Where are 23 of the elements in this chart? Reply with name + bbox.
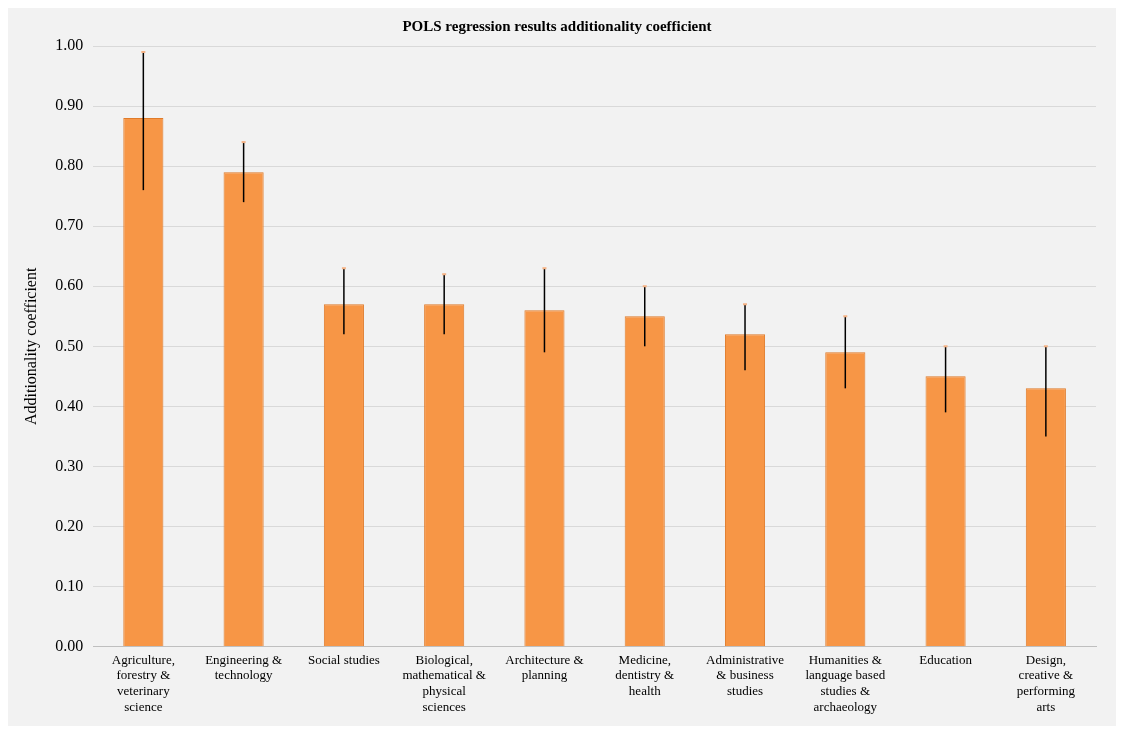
y-tick-label: 0.10 <box>55 576 84 594</box>
x-tick-label: Education <box>919 651 973 667</box>
x-tick-label: Agriculture, forestry & veterinary science <box>111 651 175 714</box>
x-tick-label: Engineering & technology <box>205 651 283 683</box>
y-tick-label: 0.20 <box>55 516 84 534</box>
x-tick-label: Design, creative & performing arts <box>1016 651 1076 714</box>
y-tick-label: 0.40 <box>55 396 84 414</box>
y-tick-label: 0.70 <box>55 216 84 234</box>
x-tick-label: Administrative & business studies <box>706 651 785 699</box>
y-tick-label: 0.00 <box>55 636 84 654</box>
y-tick-label: 0.50 <box>55 336 84 354</box>
x-tick-label: Humanities & language based studies & archaeology <box>805 651 886 714</box>
y-tick-label: 1.00 <box>55 36 84 54</box>
y-tick-label: 0.80 <box>55 156 84 174</box>
x-tick-label: Biological, mathematical & physical sciences <box>402 651 486 714</box>
x-tick-label: Social studies <box>307 651 380 667</box>
chart-title: POLS regression results additionality coefficient <box>402 17 712 34</box>
y-tick-label: 0.30 <box>55 456 84 474</box>
y-axis-title: Additionality coefficient <box>21 267 40 426</box>
y-tick-label: 0.60 <box>55 276 84 294</box>
x-tick-label: Medicine, dentistry & health <box>615 651 675 699</box>
x-tick-label: Architecture & planning <box>505 651 584 683</box>
y-tick-label: 0.90 <box>55 96 84 114</box>
